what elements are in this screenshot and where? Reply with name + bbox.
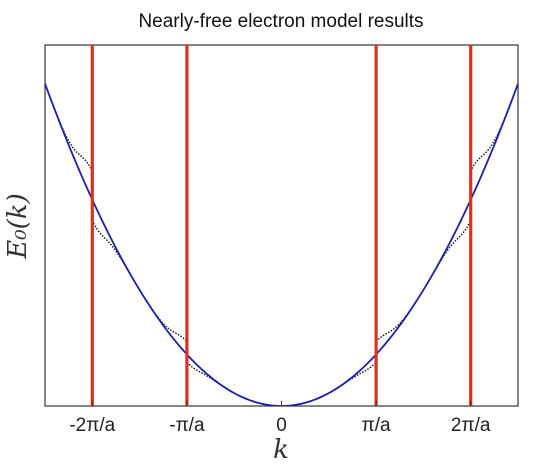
- x-tick-label-3: π/a: [362, 415, 391, 436]
- zone-boundaries-layer: [90, 45, 473, 406]
- y-axis-label: E₀(k): [3, 193, 33, 259]
- x-tick-label-0: -2π/a: [69, 415, 115, 436]
- x-tick-label-2: 0: [276, 415, 287, 436]
- band-segment-4: [375, 220, 472, 343]
- plot-area: [44, 44, 519, 407]
- free-electron-curve: [45, 83, 518, 406]
- free-electron-layer: [45, 83, 518, 406]
- x-ticks: -2π/a -π/a 0 π/a 2π/a: [69, 401, 491, 436]
- x-tick-label-1: -π/a: [169, 415, 205, 436]
- x-axis-label: k: [273, 435, 289, 465]
- chart-title: Nearly-free electron model results: [138, 11, 423, 32]
- x-tick-label-4: 2π/a: [451, 415, 491, 436]
- axes-frame: [44, 44, 519, 407]
